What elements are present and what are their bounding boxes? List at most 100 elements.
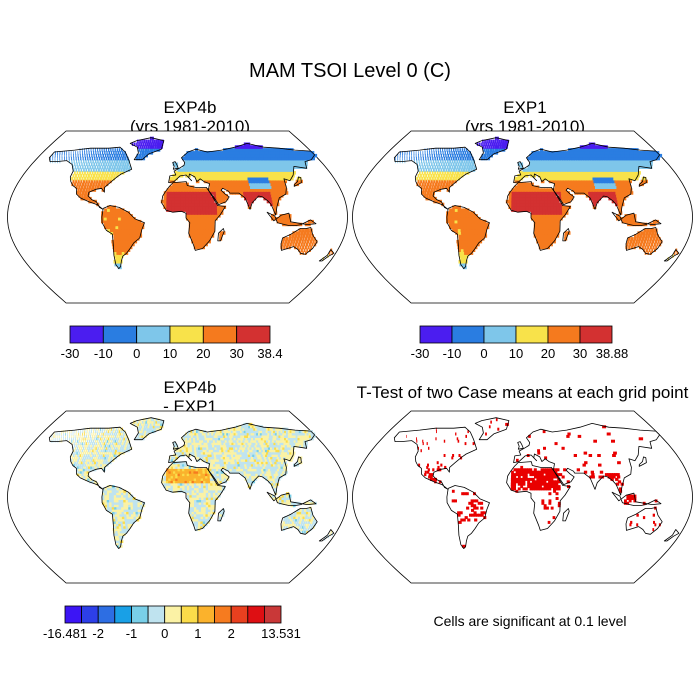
colorbar-swatch: [114, 605, 132, 624]
colorbar-tick-label: 0: [133, 346, 140, 361]
panel-title-ttest: T-Test of two Case means at each grid po…: [356, 383, 689, 402]
coastline-africa: [161, 181, 226, 251]
colorbar-tick-label: 20: [541, 346, 555, 361]
coastline-australia: [280, 507, 318, 535]
coastline-samerica: [101, 485, 145, 549]
colorbar-swatch: [230, 605, 249, 624]
colorbar-tick-label: 10: [509, 346, 523, 361]
coastline-japan: [638, 456, 647, 467]
colorbar-tick-label: 0: [161, 626, 168, 641]
coastline-britain: [517, 161, 524, 170]
coastline-namerica: [393, 146, 478, 210]
coastline-nz: [663, 529, 680, 542]
coastline-britain: [172, 441, 179, 450]
coastline-madagascar: [562, 508, 570, 522]
coastline-africa: [506, 461, 571, 531]
coastline-britain: [517, 441, 524, 450]
data-field: [50, 136, 333, 270]
coastline-greenland: [129, 417, 165, 441]
data-field: [51, 418, 333, 548]
colorbar-tick-label: 38.88: [596, 346, 629, 361]
colorbar-tick-label: -16.481: [43, 626, 87, 641]
map-ttest: [352, 410, 693, 584]
coastline-madagascar: [217, 508, 225, 522]
coastline-britain: [172, 161, 179, 170]
coastline-namerica: [48, 426, 133, 490]
coastline-samerica: [446, 485, 490, 549]
coastline-australia: [280, 227, 318, 255]
colorbar-swatch: [131, 605, 149, 624]
colorbar-tick-label: -30: [411, 346, 430, 361]
colorbar-swatch: [197, 605, 215, 624]
coastline-indonesia: [266, 491, 317, 506]
colorbar-tick-label: 1: [194, 626, 201, 641]
coastline-africa: [161, 461, 226, 531]
main-title: MAM TSOI Level 0 (C): [249, 60, 451, 82]
significant-cells: [406, 418, 661, 548]
colorbar-swatch: [64, 605, 83, 624]
significance-note: Cells are significant at 0.1 level: [433, 613, 627, 629]
colorbar-swatch: [180, 605, 199, 624]
coastline-eurasia: [168, 423, 315, 496]
coastline-samerica: [101, 205, 145, 269]
map-exp1: [352, 130, 693, 304]
colorbar-tick-label: 13.531: [261, 626, 301, 641]
colorbar-tick-label: -10: [94, 346, 113, 361]
coastline-japan: [638, 176, 647, 187]
colorbar-tick-label: -2: [92, 626, 104, 641]
colorbar-tick-label: 2: [228, 626, 235, 641]
coastline-greenland: [474, 137, 510, 161]
coastline-greenland: [129, 137, 165, 161]
colorbar-swatch: [147, 605, 166, 624]
coastline-indonesia: [266, 211, 317, 226]
colorbar-swatch: [451, 325, 485, 344]
colorbar-swatch: [547, 325, 581, 344]
colorbar-swatch: [69, 325, 104, 344]
colorbar-swatch: [263, 605, 282, 624]
colorbar-difference: -16.481 -2 -1 0 1 2 13.531: [43, 605, 301, 641]
colorbar-tick-label: 30: [573, 346, 587, 361]
coastline-greenland: [474, 417, 510, 441]
colorbar-swatch: [169, 325, 204, 344]
colorbar-swatch: [247, 605, 265, 624]
colorbar-tick-label: 10: [163, 346, 177, 361]
coastline-nz: [318, 529, 335, 542]
colorbar-tick-label: -1: [126, 626, 138, 641]
coastline-japan: [293, 456, 302, 467]
colorbar-swatch: [102, 325, 137, 344]
coastline-nz: [663, 249, 680, 262]
colorbar-exp4b: -30 -10 0 10 20 30 38.4: [61, 325, 283, 361]
colorbar-swatch: [202, 325, 238, 344]
panel-title-line1: EXP4b: [163, 378, 217, 397]
colorbar-swatch: [97, 605, 116, 624]
colorbar-exp1: -30 -10 0 10 20 30 38.88: [411, 325, 629, 361]
coastline-japan: [293, 176, 302, 187]
coastline-nz: [318, 249, 335, 262]
colorbar-tick-label: 38.4: [257, 346, 282, 361]
coastline-indonesia: [611, 211, 662, 226]
colorbar-tick-label: -30: [61, 346, 80, 361]
coastline-namerica: [48, 146, 133, 210]
colorbar-swatch: [81, 605, 99, 624]
colorbar-tick-label: 20: [196, 346, 210, 361]
colorbar-swatch: [164, 605, 182, 624]
colorbar-swatch: [136, 325, 171, 344]
colorbar-swatch: [419, 325, 453, 344]
coastline-australia: [625, 507, 663, 535]
coastline-eurasia: [168, 143, 315, 216]
map-difference: [7, 410, 348, 584]
colorbar-swatch: [483, 325, 517, 344]
colorbar-tick-label: 0: [480, 346, 487, 361]
coastline-madagascar: [217, 228, 225, 242]
coastline-africa: [506, 181, 571, 251]
coastline-madagascar: [562, 228, 570, 242]
coastline-australia: [625, 227, 663, 255]
colorbar-tick-label: 30: [229, 346, 243, 361]
coastline-samerica: [446, 205, 490, 269]
panel-title-line1: EXP1: [503, 98, 547, 117]
panel-title-line1: EXP4b: [163, 98, 217, 117]
colorbar-swatch: [515, 325, 549, 344]
colorbar-swatch: [214, 605, 232, 624]
map-exp4b: [7, 130, 348, 304]
coastline-namerica: [393, 426, 478, 490]
